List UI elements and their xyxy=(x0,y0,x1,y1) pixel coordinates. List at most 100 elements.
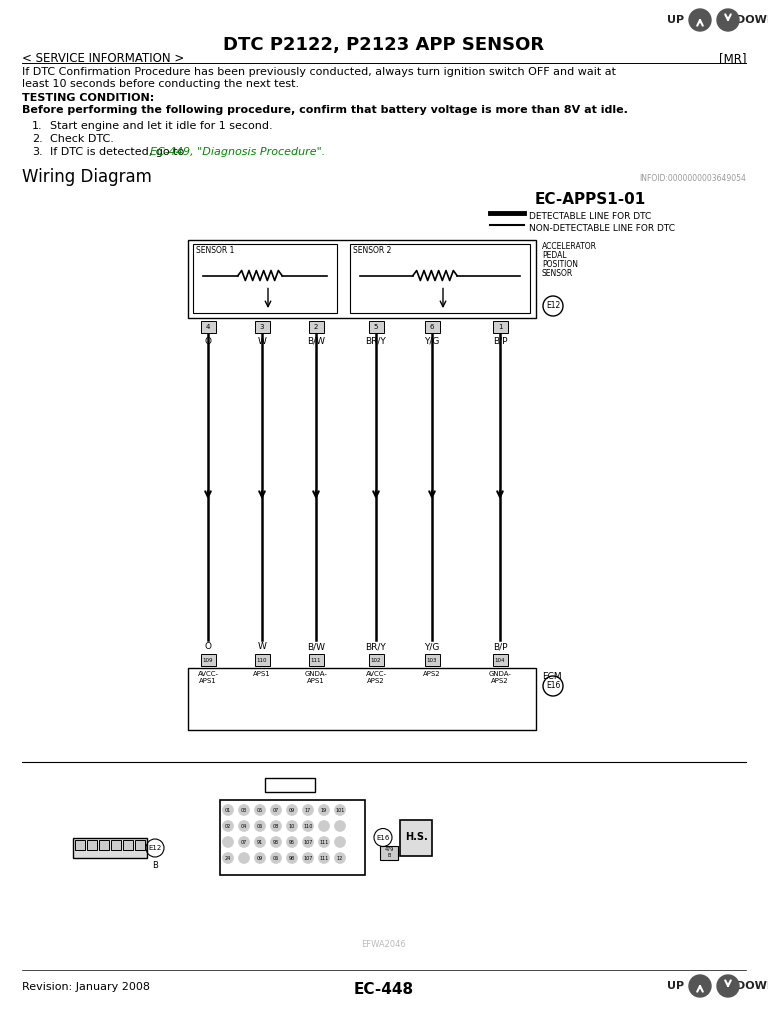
Text: E12: E12 xyxy=(546,301,560,310)
Text: O: O xyxy=(204,642,211,651)
Circle shape xyxy=(270,820,282,831)
Circle shape xyxy=(303,820,313,831)
Text: AVCC-
APS2: AVCC- APS2 xyxy=(366,671,386,684)
Bar xyxy=(99,840,109,850)
Text: O: O xyxy=(204,337,211,346)
Text: 4: 4 xyxy=(206,324,210,330)
Bar xyxy=(188,240,536,318)
Text: 2: 2 xyxy=(314,324,318,330)
Text: EC-448: EC-448 xyxy=(354,982,414,997)
Text: 06: 06 xyxy=(257,823,263,828)
Text: 06: 06 xyxy=(273,855,279,860)
Text: TESTING CONDITION:: TESTING CONDITION: xyxy=(22,93,154,103)
Circle shape xyxy=(254,853,266,863)
Text: Revision: January 2008: Revision: January 2008 xyxy=(22,982,150,992)
Text: B/P: B/P xyxy=(493,642,507,651)
Text: 111: 111 xyxy=(319,855,329,860)
Text: B/W: B/W xyxy=(307,337,325,346)
Text: UP: UP xyxy=(667,981,684,991)
Text: 05: 05 xyxy=(257,808,263,812)
Circle shape xyxy=(223,853,233,863)
Bar xyxy=(201,321,216,333)
Circle shape xyxy=(270,805,282,815)
Circle shape xyxy=(303,853,313,863)
Bar xyxy=(255,654,270,666)
Text: INFOID:0000000003649054: INFOID:0000000003649054 xyxy=(639,174,746,183)
Text: 03: 03 xyxy=(241,808,247,812)
Text: 109: 109 xyxy=(203,657,214,663)
Text: 95: 95 xyxy=(289,840,295,845)
Text: NON-DETECTABLE LINE FOR DTC: NON-DETECTABLE LINE FOR DTC xyxy=(529,224,675,233)
Text: 107: 107 xyxy=(303,840,313,845)
Text: 111: 111 xyxy=(311,657,321,663)
Circle shape xyxy=(286,805,297,815)
Circle shape xyxy=(717,975,739,997)
Circle shape xyxy=(335,805,346,815)
Circle shape xyxy=(286,820,297,831)
Circle shape xyxy=(335,820,346,831)
Text: DOWN: DOWN xyxy=(736,981,768,991)
Text: Wiring Diagram: Wiring Diagram xyxy=(22,168,152,186)
Bar xyxy=(123,840,133,850)
Text: ACCELERATOR: ACCELERATOR xyxy=(542,242,597,251)
Circle shape xyxy=(335,837,346,848)
Circle shape xyxy=(286,837,297,848)
Text: B: B xyxy=(152,861,158,870)
Text: 101: 101 xyxy=(336,808,345,812)
Text: B/W: B/W xyxy=(307,642,325,651)
Circle shape xyxy=(717,9,739,31)
Text: 19: 19 xyxy=(321,808,327,812)
Bar xyxy=(255,321,270,333)
Text: 111: 111 xyxy=(319,840,329,845)
Text: APS1: APS1 xyxy=(253,671,271,677)
Circle shape xyxy=(319,837,329,848)
Text: GNDA-
APS1: GNDA- APS1 xyxy=(305,671,327,684)
Text: If DTC Confirmation Procedure has been previously conducted, always turn ignitio: If DTC Confirmation Procedure has been p… xyxy=(22,67,616,77)
Text: DTC P2122, P2123 APP SENSOR: DTC P2122, P2123 APP SENSOR xyxy=(223,36,545,54)
Text: 08: 08 xyxy=(273,823,279,828)
Text: AVCC-
APS1: AVCC- APS1 xyxy=(197,671,219,684)
Text: 107: 107 xyxy=(303,855,313,860)
Bar xyxy=(309,321,324,333)
Text: 10: 10 xyxy=(289,823,295,828)
Circle shape xyxy=(319,853,329,863)
Circle shape xyxy=(239,820,250,831)
Text: 1.: 1. xyxy=(32,121,43,131)
Bar xyxy=(493,321,508,333)
Circle shape xyxy=(254,837,266,848)
Bar xyxy=(425,654,440,666)
Text: 07: 07 xyxy=(273,808,279,812)
Circle shape xyxy=(239,853,250,863)
Bar xyxy=(75,840,85,850)
Text: SENSOR 1: SENSOR 1 xyxy=(196,246,234,255)
Bar xyxy=(369,654,384,666)
Text: least 10 seconds before conducting the next test.: least 10 seconds before conducting the n… xyxy=(22,79,299,89)
Text: 07: 07 xyxy=(241,840,247,845)
Bar xyxy=(369,321,384,333)
Text: SENSOR: SENSOR xyxy=(542,269,573,278)
Bar xyxy=(87,840,97,850)
Text: BR/Y: BR/Y xyxy=(366,337,386,346)
Text: 24: 24 xyxy=(225,855,231,860)
Text: 98: 98 xyxy=(289,855,295,860)
Bar xyxy=(400,819,432,855)
Text: SENSOR 2: SENSOR 2 xyxy=(353,246,392,255)
Bar xyxy=(188,668,536,730)
Text: E16: E16 xyxy=(546,682,560,690)
Bar xyxy=(73,838,147,858)
Text: EC-449, "Diagnosis Procedure".: EC-449, "Diagnosis Procedure". xyxy=(150,147,325,157)
Text: 103: 103 xyxy=(427,657,437,663)
Bar xyxy=(201,654,216,666)
Circle shape xyxy=(319,820,329,831)
Text: 6: 6 xyxy=(430,324,434,330)
Text: 102: 102 xyxy=(371,657,381,663)
Text: B/P: B/P xyxy=(493,337,507,346)
Circle shape xyxy=(223,820,233,831)
Text: DOWN: DOWN xyxy=(736,15,768,25)
Circle shape xyxy=(223,837,233,848)
Circle shape xyxy=(689,9,711,31)
Circle shape xyxy=(303,837,313,848)
Text: 01: 01 xyxy=(225,808,231,812)
Circle shape xyxy=(303,805,313,815)
Text: 2.: 2. xyxy=(32,134,43,144)
